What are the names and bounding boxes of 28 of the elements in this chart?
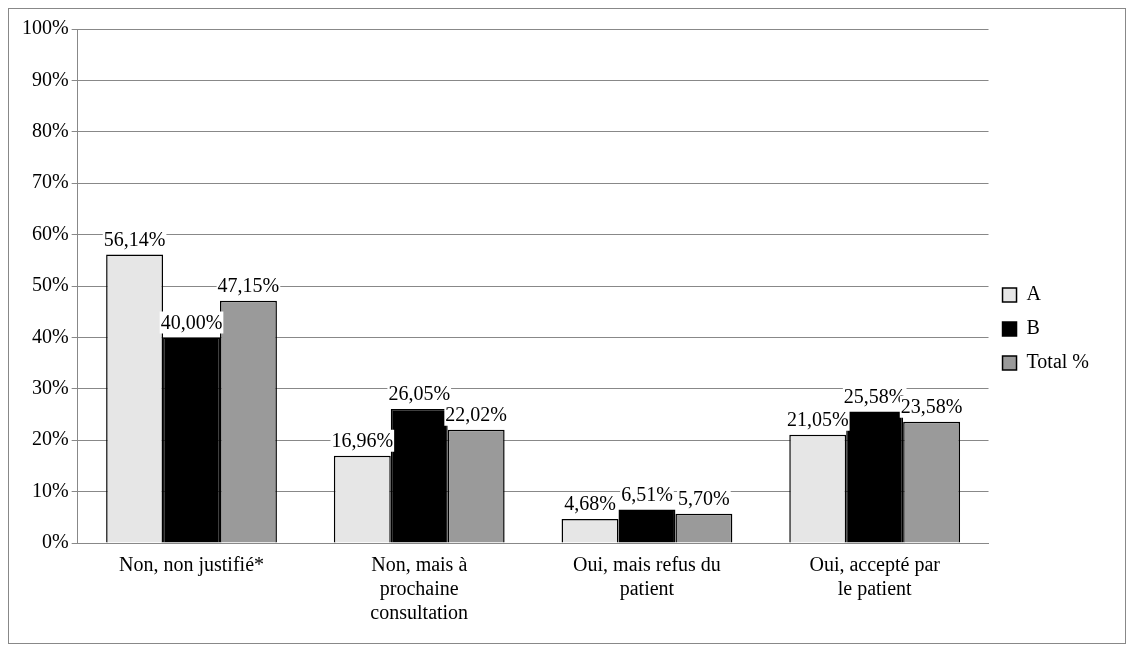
y-tick-label: 90% — [31, 67, 69, 90]
data-label: 4,68% — [564, 492, 616, 515]
y-tick-label: 80% — [31, 119, 69, 142]
data-label: 40,00% — [160, 310, 223, 333]
y-tick-label: 60% — [31, 221, 69, 244]
y-tick-label: 0% — [41, 530, 69, 553]
y-tick-label: 70% — [31, 170, 69, 193]
y-tick-label: 40% — [31, 324, 69, 347]
y-tick-label: 50% — [31, 273, 69, 296]
x-tick-label: Oui, mais refus du patient — [573, 553, 721, 601]
legend-label: A — [1026, 282, 1042, 305]
y-tick-label: 10% — [31, 478, 69, 501]
y-tick-label: 100% — [21, 16, 69, 39]
data-label: 22,02% — [445, 403, 507, 426]
x-tick-label: Non, non justifié* — [119, 553, 265, 577]
legend-label: Total % — [1026, 350, 1090, 373]
legend-label: B — [1026, 316, 1040, 339]
data-label: 5,70% — [678, 486, 730, 509]
data-label: 6,51% — [621, 482, 673, 505]
data-label: 47,15% — [217, 273, 280, 296]
x-tick-label: Oui, accepté par le patient — [809, 553, 941, 601]
data-label: 21,05% — [786, 408, 849, 431]
data-label: 56,14% — [103, 227, 166, 250]
data-label: 16,96% — [331, 429, 394, 452]
x-tick-label: Non, mais à prochaine consultation — [370, 553, 469, 624]
y-tick-label: 30% — [31, 376, 69, 399]
y-tick-label: 20% — [31, 427, 69, 450]
data-label: 26,05% — [388, 382, 451, 405]
